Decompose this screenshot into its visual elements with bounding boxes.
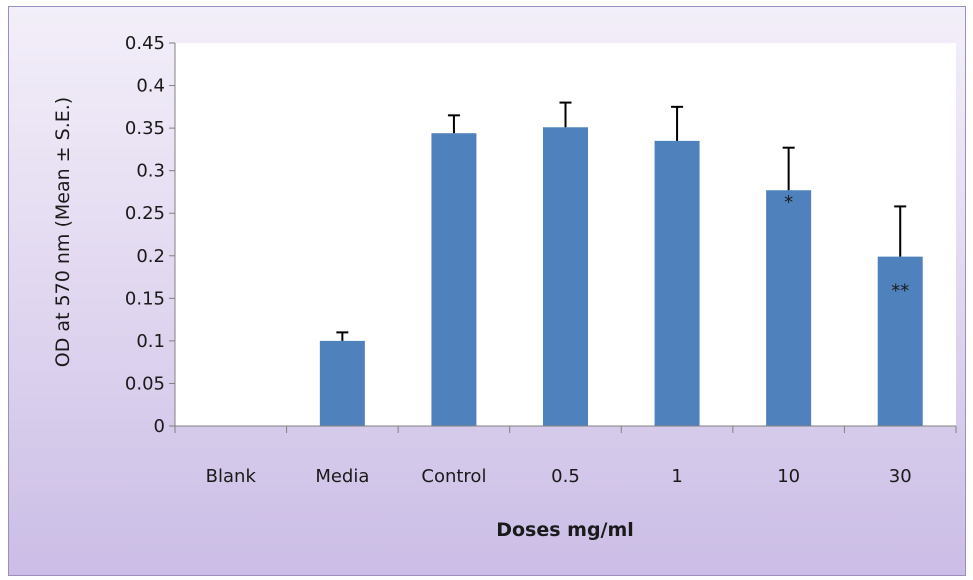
bar bbox=[431, 133, 477, 426]
bar bbox=[319, 340, 365, 426]
bar bbox=[543, 127, 588, 426]
bar bbox=[766, 190, 812, 426]
x-tick-label: Control bbox=[421, 466, 486, 487]
bars-layer: *** bbox=[319, 101, 923, 426]
y-tick-label: 0.4 bbox=[136, 76, 165, 97]
x-tick-label: Media bbox=[315, 466, 369, 487]
y-tick-label: 0.05 bbox=[125, 373, 165, 394]
x-axis-title: Doses mg/ml bbox=[496, 519, 634, 541]
x-tick-label: 0.5 bbox=[551, 466, 580, 487]
axes-layer: 0 0.05 0.1 0.15 0.2 0.25 0.3 0.35 0.4 0.45 Blank Me… bbox=[125, 33, 957, 487]
y-tick-label: 0.3 bbox=[136, 161, 165, 182]
bar bbox=[877, 256, 923, 426]
y-tick-label: 0.45 bbox=[125, 33, 165, 54]
y-tick-label: 0.2 bbox=[136, 246, 165, 267]
y-tick-label: 0 bbox=[154, 416, 165, 437]
x-tick-label: 10 bbox=[777, 466, 800, 487]
x-tick-label: Blank bbox=[206, 466, 257, 487]
y-tick-label: 0.25 bbox=[125, 203, 165, 224]
significance-marker: ** bbox=[891, 281, 909, 302]
x-tick-label: 30 bbox=[889, 466, 912, 487]
y-tick-label: 0.15 bbox=[125, 288, 165, 309]
x-tick-label: 1 bbox=[671, 466, 682, 487]
y-tick-label: 0.1 bbox=[136, 331, 165, 352]
y-axis-title: OD at 570 nm (Mean ± S.E.) bbox=[52, 97, 74, 367]
bar bbox=[654, 140, 700, 426]
significance-marker: * bbox=[784, 192, 793, 213]
y-tick-label: 0.35 bbox=[125, 118, 165, 139]
